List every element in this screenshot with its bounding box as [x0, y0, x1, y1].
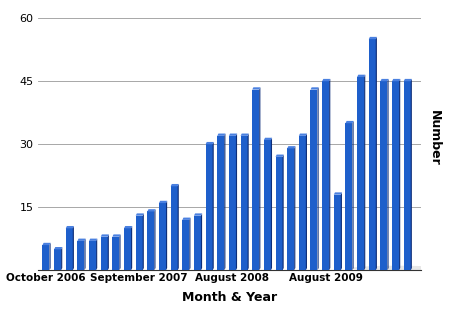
Bar [135, 216, 142, 270]
Bar [159, 203, 166, 270]
Bar [66, 228, 73, 270]
Polygon shape [352, 121, 353, 270]
Bar [240, 136, 247, 270]
Polygon shape [84, 239, 85, 270]
Polygon shape [282, 155, 283, 270]
Polygon shape [235, 134, 236, 270]
Polygon shape [391, 79, 399, 81]
Bar [391, 81, 398, 270]
Bar [298, 136, 305, 270]
Polygon shape [73, 226, 74, 270]
Ellipse shape [351, 266, 443, 271]
Polygon shape [142, 213, 144, 270]
Polygon shape [61, 247, 62, 270]
Polygon shape [119, 234, 120, 270]
Bar [54, 249, 61, 270]
Polygon shape [340, 193, 341, 270]
Polygon shape [286, 146, 295, 148]
Polygon shape [77, 239, 85, 241]
Bar [194, 216, 201, 270]
Polygon shape [321, 79, 330, 81]
Bar [368, 39, 375, 270]
Bar [403, 81, 410, 270]
Bar [112, 237, 119, 270]
Bar [77, 241, 84, 270]
Bar [345, 123, 352, 270]
Y-axis label: Number: Number [427, 110, 440, 166]
Bar [89, 241, 96, 270]
Bar [182, 220, 189, 270]
Polygon shape [410, 79, 411, 270]
Polygon shape [333, 193, 341, 195]
Polygon shape [310, 87, 318, 90]
Polygon shape [329, 79, 330, 270]
Polygon shape [194, 213, 202, 216]
Polygon shape [54, 247, 62, 249]
Bar [229, 136, 235, 270]
Polygon shape [270, 138, 271, 270]
X-axis label: Month & Year: Month & Year [181, 291, 276, 304]
Bar [333, 195, 340, 270]
Polygon shape [263, 138, 271, 140]
Polygon shape [247, 134, 248, 270]
Polygon shape [66, 226, 74, 228]
Polygon shape [131, 226, 132, 270]
Polygon shape [166, 201, 167, 270]
Polygon shape [224, 134, 225, 270]
Polygon shape [356, 75, 364, 77]
Polygon shape [294, 146, 295, 270]
Polygon shape [380, 79, 388, 81]
Polygon shape [317, 87, 318, 270]
Polygon shape [182, 218, 190, 220]
Polygon shape [49, 243, 50, 270]
Polygon shape [201, 213, 202, 270]
Polygon shape [212, 142, 213, 270]
Polygon shape [305, 134, 306, 270]
Bar [124, 228, 131, 270]
Bar [217, 136, 224, 270]
Polygon shape [375, 37, 376, 270]
Polygon shape [386, 79, 388, 270]
Polygon shape [258, 87, 260, 270]
Polygon shape [275, 155, 283, 157]
Polygon shape [177, 184, 179, 270]
Polygon shape [101, 234, 109, 237]
Polygon shape [96, 239, 97, 270]
Bar [205, 144, 212, 270]
Polygon shape [189, 218, 190, 270]
Polygon shape [398, 79, 399, 270]
Polygon shape [368, 37, 376, 39]
Bar [101, 237, 107, 270]
Polygon shape [217, 134, 225, 136]
Bar [275, 157, 282, 270]
Bar [286, 148, 294, 270]
Bar [42, 245, 49, 270]
Polygon shape [205, 142, 213, 144]
Bar [252, 90, 258, 270]
Polygon shape [147, 209, 155, 211]
Bar [356, 77, 364, 270]
Bar [321, 81, 329, 270]
Polygon shape [240, 134, 248, 136]
Polygon shape [159, 201, 167, 203]
Bar [170, 186, 177, 270]
Polygon shape [154, 209, 155, 270]
Polygon shape [403, 79, 411, 81]
Bar [147, 211, 154, 270]
Bar [263, 140, 270, 270]
Polygon shape [298, 134, 306, 136]
Polygon shape [229, 134, 236, 136]
Polygon shape [252, 87, 260, 90]
Polygon shape [42, 243, 50, 245]
Polygon shape [345, 121, 353, 123]
Polygon shape [107, 234, 109, 270]
Bar [380, 81, 386, 270]
Polygon shape [89, 239, 97, 241]
Polygon shape [112, 234, 120, 237]
Polygon shape [135, 213, 144, 216]
Bar [310, 90, 317, 270]
Polygon shape [170, 184, 179, 186]
Polygon shape [124, 226, 132, 228]
